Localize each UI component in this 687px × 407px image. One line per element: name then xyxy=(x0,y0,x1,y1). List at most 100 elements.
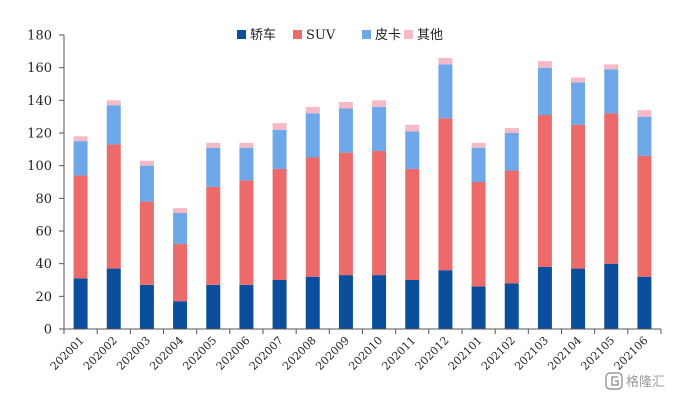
y-tick-label: 80 xyxy=(35,192,52,207)
bar-segment xyxy=(438,270,453,329)
x-axis: 2020012020022020032020042020052020062020… xyxy=(48,328,662,373)
bar-segment xyxy=(571,77,586,83)
x-tick-label: 202012 xyxy=(413,334,452,373)
bar-segment xyxy=(106,105,121,145)
bar-segment xyxy=(139,201,154,285)
x-tick-label: 202106 xyxy=(612,334,651,373)
legend-swatch xyxy=(404,30,413,39)
y-axis: 0 20 40 60 80 100 120 140 160 180 xyxy=(27,29,65,338)
bar-segment xyxy=(537,67,552,116)
bar-segment xyxy=(405,168,420,280)
bar-segment xyxy=(338,275,353,329)
bar-segment xyxy=(106,100,121,106)
bar-segment xyxy=(206,284,221,329)
bar-segment xyxy=(372,150,387,276)
bar-segment xyxy=(272,168,287,280)
bar-segment xyxy=(637,110,652,117)
bar-segment xyxy=(239,180,254,285)
bar-segment xyxy=(173,208,188,214)
bar-segment xyxy=(405,124,420,132)
bar-segment xyxy=(272,129,287,169)
bar-segment xyxy=(405,131,420,169)
bar-segment xyxy=(73,278,88,329)
legend-swatch xyxy=(237,30,246,39)
x-tick-label: 202003 xyxy=(114,334,153,373)
gelonghui-logo-icon xyxy=(605,372,623,390)
y-tick-label: 160 xyxy=(27,61,52,76)
y-tick-label: 140 xyxy=(27,94,52,109)
bar-segment xyxy=(537,266,552,329)
legend-label: 轿车 xyxy=(250,27,276,43)
y-tick-label: 20 xyxy=(35,290,52,305)
bar-segment xyxy=(571,268,586,329)
y-tick-label: 40 xyxy=(35,257,52,272)
bar-segment xyxy=(471,147,486,182)
bar-segment xyxy=(338,152,353,276)
bar-segment xyxy=(305,157,320,277)
bar-segment xyxy=(604,69,619,114)
bar-segment xyxy=(272,123,287,130)
x-tick-label: 202010 xyxy=(346,334,385,373)
x-tick-label: 202102 xyxy=(479,334,518,373)
bar-segment xyxy=(405,280,420,329)
x-tick-label: 202007 xyxy=(247,334,286,373)
watermark-text: 格隆汇 xyxy=(626,374,665,390)
bar-segment xyxy=(305,106,320,114)
bar-segment xyxy=(305,276,320,329)
bar-segment xyxy=(239,147,254,181)
x-tick-label: 202104 xyxy=(545,334,584,373)
bar-segment xyxy=(106,268,121,329)
x-tick-label: 202004 xyxy=(147,334,186,373)
bar-segment xyxy=(438,57,453,65)
bar-segment xyxy=(571,82,586,125)
bar-segment xyxy=(537,61,552,68)
bar-segment xyxy=(604,64,619,70)
x-tick-label: 202101 xyxy=(446,334,485,373)
bar-segment xyxy=(637,116,652,156)
y-tick-label: 180 xyxy=(27,29,52,44)
bar-segment xyxy=(305,113,320,158)
x-tick-label: 202009 xyxy=(313,334,352,373)
bar-segment xyxy=(372,106,387,151)
bar-segment xyxy=(206,186,221,285)
bar-segment xyxy=(438,118,453,271)
bar-segment xyxy=(372,275,387,329)
legend-label: 皮卡 xyxy=(375,28,401,43)
y-tick-label: 100 xyxy=(27,159,52,174)
x-tick-label: 202002 xyxy=(81,334,120,373)
x-tick-label: 202105 xyxy=(578,334,617,373)
bar-segment xyxy=(206,142,221,148)
y-tick-label: 60 xyxy=(35,225,52,240)
watermark: 格隆汇 xyxy=(605,372,665,390)
bar-segment xyxy=(637,155,652,277)
bar-segment xyxy=(239,142,254,148)
x-tick-label: 202006 xyxy=(214,334,253,373)
legend-label: 其他 xyxy=(417,28,443,43)
bar-segment xyxy=(73,136,88,142)
plot-area xyxy=(73,57,652,329)
x-tick-label: 202001 xyxy=(48,334,87,373)
bar-segment xyxy=(73,175,88,279)
bar-segment xyxy=(73,141,88,176)
bar-segment xyxy=(471,142,486,148)
legend: 轿车 SUV 皮卡 其他 xyxy=(237,27,443,43)
bar-segment xyxy=(139,284,154,329)
legend-swatch xyxy=(362,30,371,39)
bar-segment xyxy=(537,115,552,267)
bar-segment xyxy=(106,144,121,269)
y-tick-label: 0 xyxy=(44,323,52,338)
bar-segment xyxy=(637,276,652,329)
bar-segment xyxy=(504,133,519,171)
bar-segment xyxy=(272,280,287,329)
bar-segment xyxy=(338,108,353,153)
bar-segment xyxy=(239,284,254,329)
bar-segment xyxy=(139,165,154,202)
legend-label: SUV xyxy=(306,28,336,43)
bar-segment xyxy=(471,182,486,287)
x-tick-label: 202008 xyxy=(280,334,319,373)
bar-segment xyxy=(139,160,154,166)
legend-swatch xyxy=(293,30,302,39)
bar-segment xyxy=(173,301,188,329)
